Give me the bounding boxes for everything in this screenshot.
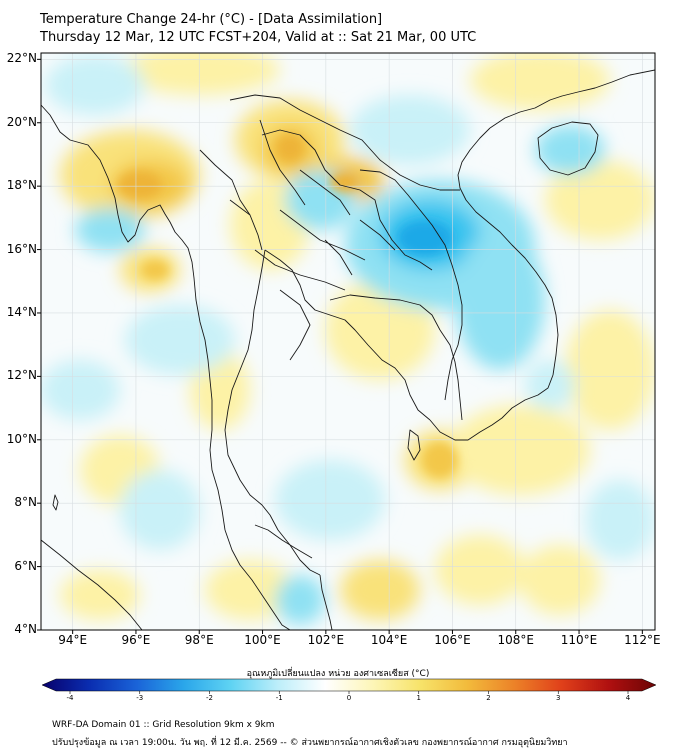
longitude-label: 100°E <box>244 633 281 647</box>
longitude-label: 110°E <box>560 633 598 647</box>
border-provinces <box>229 119 396 361</box>
graticule <box>41 53 655 630</box>
warm-anomaly <box>545 160 655 240</box>
longitude-label: 108°E <box>497 633 534 647</box>
colorbar-tick-label: -1 <box>275 694 283 702</box>
latitude-label: 10°N <box>6 431 37 446</box>
cool-anomaly <box>45 55 145 115</box>
latitude-label: 14°N <box>6 304 37 319</box>
longitude-label: 106°E <box>434 633 471 647</box>
latitude-label: 18°N <box>6 178 37 193</box>
warm-anomaly <box>450 405 590 495</box>
colorbar-tick-label: 3 <box>556 694 561 702</box>
warm-core <box>422 442 458 478</box>
footer-model-info: WRF-DA Domain 01 :: Grid Resolution 9km … <box>52 720 275 730</box>
latitude-label: 4°N <box>14 622 37 636</box>
colorbar-ticks <box>69 691 629 694</box>
latitude-label: 6°N <box>14 558 37 573</box>
cool-anomaly <box>41 360 120 420</box>
warm-core <box>118 171 162 199</box>
colorbar-tick-label: -4 <box>66 694 74 702</box>
andaman-islands <box>52 494 59 511</box>
coastline-gulf-head <box>264 249 431 421</box>
coastline-vietnam <box>457 127 559 376</box>
warm-anomaly <box>205 560 295 620</box>
warm-core <box>141 260 169 280</box>
colorbar-tick-label: 1 <box>416 694 421 702</box>
coastline-sumatra <box>41 539 143 630</box>
cool-anomaly <box>120 470 200 550</box>
longitude-label: 112°E <box>624 633 661 647</box>
latitude-label: 12°N <box>6 368 37 383</box>
colorbar-tick-label: 4 <box>625 694 631 702</box>
border-cambodia-vietnam <box>439 329 463 421</box>
colorbar-tick-label: 0 <box>346 694 352 702</box>
warm-anomaly <box>340 560 420 620</box>
colorbar-tick-label: -2 <box>206 694 213 702</box>
warm-anomaly <box>470 53 610 110</box>
border-thailand-laos <box>261 129 433 271</box>
phu-quoc-island <box>407 429 421 461</box>
coastline-malaysia-east <box>319 574 333 630</box>
warm-anomaly <box>60 570 140 620</box>
border-laos-vietnam <box>359 169 463 401</box>
colorbar-tick-label: -3 <box>136 694 144 702</box>
warm-core <box>330 172 360 192</box>
cool-anomaly <box>525 360 575 410</box>
coastline-myanmar <box>41 104 226 531</box>
cool-anomaly <box>75 208 145 252</box>
colorbar-tick-label: 2 <box>486 694 491 702</box>
longitude-label: 102°E <box>307 633 345 647</box>
coastlines-and-borders <box>41 69 655 630</box>
cool-anomaly <box>585 480 655 560</box>
axis-ticks <box>37 58 643 634</box>
latitude-label: 22°N <box>6 51 37 66</box>
border-thailand-malaysia <box>254 524 313 559</box>
longitude-label: 94°E <box>58 633 88 647</box>
border-thailand-cambodia <box>329 294 441 331</box>
cool-anomaly <box>535 125 605 175</box>
coastline-thailand-gulf <box>224 249 321 576</box>
border-china <box>229 94 460 191</box>
colorbar <box>41 678 657 694</box>
temperature-change-map <box>37 52 656 634</box>
longitude-label: 96°E <box>121 633 151 647</box>
hainan-island <box>537 121 599 176</box>
footer-credit: ปรับปรุงข้อมูล ณ เวลา 19:00น. วัน พฤ. ที… <box>52 738 568 748</box>
cool-anomaly <box>125 305 235 375</box>
map-title: Temperature Change 24-hr (°C) - [Data As… <box>40 12 383 27</box>
cool-core <box>397 220 453 256</box>
longitude-label: 98°E <box>184 633 214 647</box>
latitude-label: 16°N <box>6 241 37 256</box>
colorbar-bar <box>41 678 657 692</box>
colorbar-title: อุณหภูมิเปลี่ยนแปลง หน่วย องศาเซลเซียส (… <box>246 669 430 679</box>
map-subtitle: Thursday 12 Mar, 12 UTC FCST+204, Valid … <box>40 30 477 45</box>
cool-anomaly <box>275 575 325 625</box>
warm-anomaly <box>565 310 655 430</box>
latitude-label: 8°N <box>14 495 37 510</box>
map-frame <box>40 52 656 631</box>
latitude-label: 20°N <box>6 114 37 129</box>
coastline-south-china <box>489 69 655 129</box>
warm-core <box>276 134 304 162</box>
warm-anomaly <box>520 545 600 615</box>
coastline-mekong-delta <box>429 374 554 441</box>
border-myanmar-thailand <box>199 149 263 251</box>
cool-anomaly <box>455 230 545 370</box>
cool-anomaly <box>350 95 470 165</box>
cool-anomaly <box>275 460 385 540</box>
longitude-label: 104°E <box>370 633 408 647</box>
warm-anomaly <box>120 53 280 95</box>
warm-anomaly <box>435 535 525 605</box>
coastline-malaysia <box>224 529 291 630</box>
